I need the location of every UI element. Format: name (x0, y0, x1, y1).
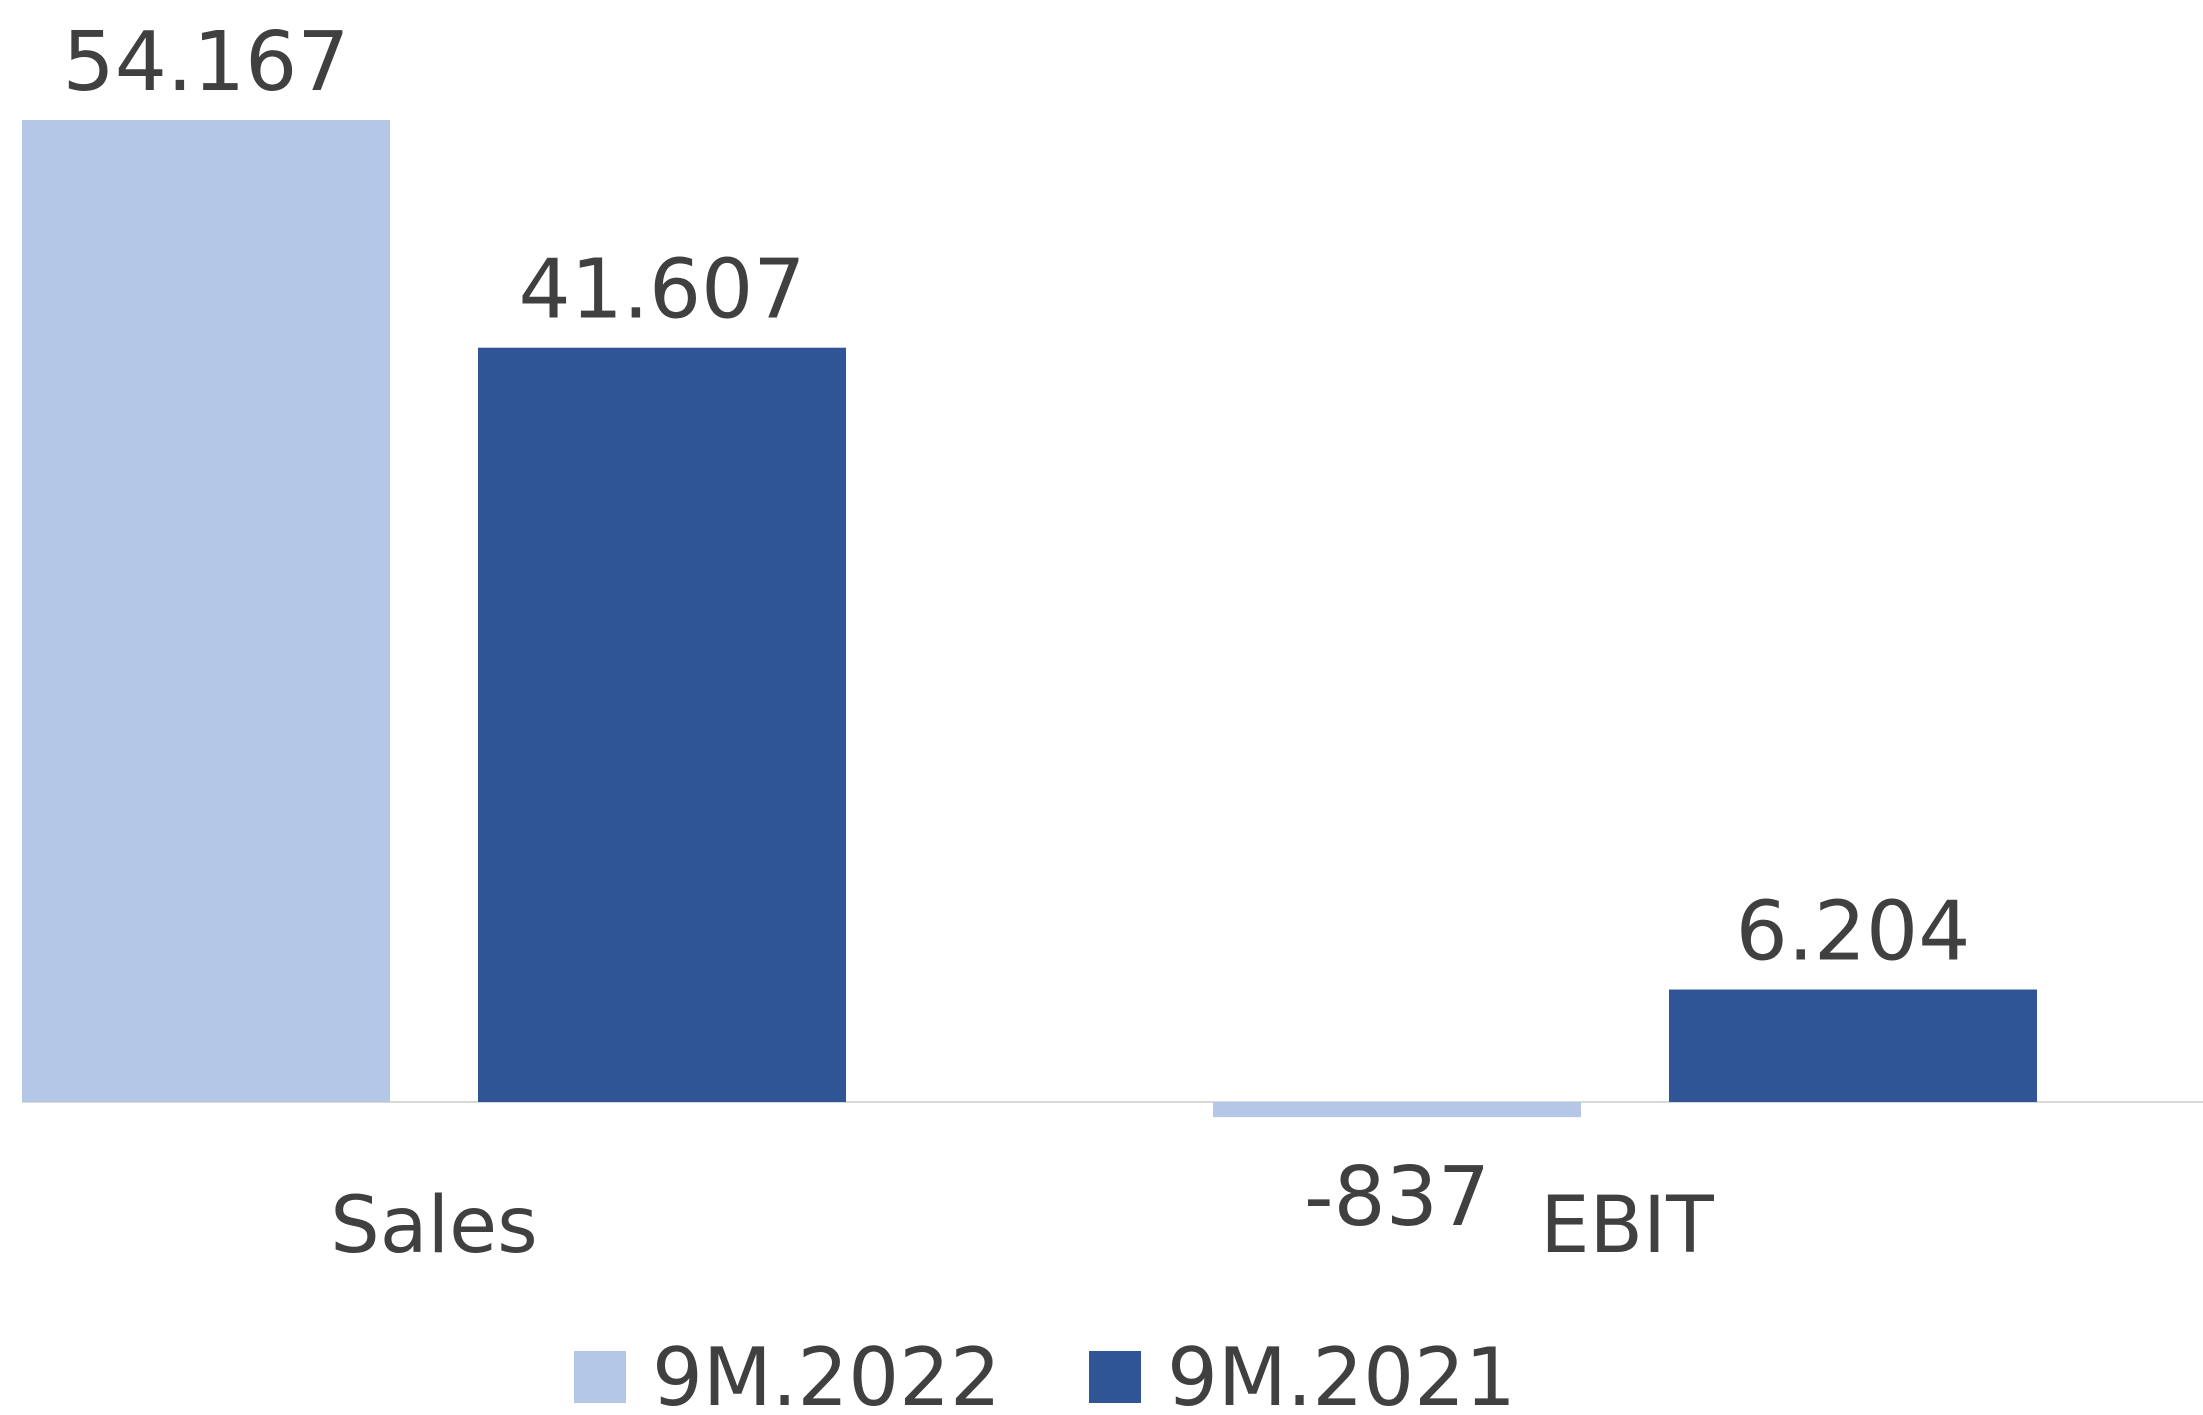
bar-ebit-9m-2022 (1213, 1102, 1581, 1118)
value-label: -837 (1304, 1150, 1490, 1245)
legend-swatch-9m-2021 (1089, 1351, 1141, 1403)
legend-label-9m-2022: 9M.2022 (652, 1331, 1001, 1415)
legend: 9M.2022 9M.2021 (574, 1331, 1516, 1415)
bar-sales-9m-2021 (478, 347, 846, 1102)
value-label: 41.607 (519, 243, 806, 338)
legend-swatch-9m-2022 (574, 1351, 626, 1403)
value-label: 54.167 (63, 15, 350, 110)
legend-label-9m-2021: 9M.2021 (1167, 1331, 1516, 1415)
bar-sales-9m-2022 (22, 120, 390, 1102)
bars-layer (22, 120, 2037, 1118)
value-label: 6.204 (1736, 885, 1971, 980)
category-label-sales: Sales (330, 1181, 538, 1271)
category-label-ebit: EBIT (1540, 1181, 1714, 1271)
bar-ebit-9m-2021 (1669, 989, 2037, 1102)
value-labels-layer: 54.167 41.607 -837 6.204 (63, 15, 1971, 1245)
category-labels-layer: Sales EBIT (330, 1181, 1714, 1271)
